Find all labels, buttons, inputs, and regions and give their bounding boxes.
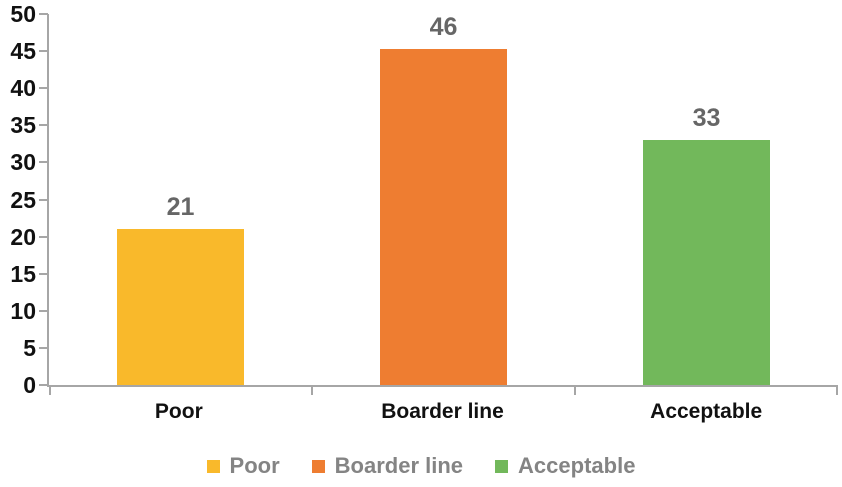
- bar-column-boarder-line: 46: [312, 14, 575, 385]
- y-tick-label: 40: [10, 75, 36, 102]
- legend-item-acceptable: Acceptable: [495, 454, 635, 478]
- y-tick-mark: [39, 235, 48, 238]
- data-label-boarder-line: 46: [429, 13, 458, 41]
- legend-label: Boarder line: [334, 453, 464, 478]
- y-tick-mark: [39, 198, 48, 201]
- x-axis-label-poor: Poor: [154, 400, 203, 423]
- legend-item-boarder-line: Boarder line: [311, 453, 464, 478]
- y-tick-label: 30: [10, 149, 36, 176]
- x-axis-label-boarder-line: Boarder line: [381, 400, 504, 423]
- bar-boarder-line: [380, 49, 507, 385]
- y-tick-mark: [39, 346, 48, 349]
- y-tick-mark: [39, 309, 48, 312]
- x-axis-label-acceptable: Acceptable: [650, 400, 763, 423]
- y-tick-label: 10: [10, 297, 36, 324]
- x-axis-labels: Poor Boarder line Acceptable: [47, 399, 838, 425]
- bars-container: 21 46 33: [49, 14, 838, 385]
- data-label-acceptable: 33: [692, 104, 721, 133]
- y-tick-label: 45: [10, 38, 36, 65]
- y-tick-label: 35: [10, 112, 36, 139]
- y-tick-label: 50: [10, 1, 36, 27]
- y-tick-mark: [39, 13, 48, 15]
- x-tick-mark: [836, 385, 838, 395]
- y-tick-mark: [39, 272, 48, 275]
- legend-item-poor: Poor: [206, 453, 280, 478]
- data-label-poor: 21: [166, 193, 195, 222]
- bar-column-poor: 21: [49, 14, 312, 385]
- x-tick-mark: [310, 385, 313, 395]
- y-tick-mark: [39, 87, 48, 90]
- y-tick-label: 25: [10, 186, 36, 213]
- bar-acceptable: [643, 140, 770, 385]
- legend-swatch-icon: [311, 459, 325, 473]
- legend-label: Poor: [229, 453, 280, 478]
- x-tick-mark: [573, 385, 576, 395]
- legend: Poor Boarder line Acceptable: [0, 451, 842, 481]
- y-tick-label: 5: [23, 334, 36, 361]
- y-tick-label: 15: [10, 260, 36, 287]
- y-tick-mark: [39, 384, 48, 386]
- legend-swatch-icon: [206, 459, 220, 473]
- y-tick-mark: [39, 161, 48, 164]
- y-tick-label: 0: [23, 372, 36, 398]
- legend-swatch-icon: [495, 459, 509, 473]
- y-tick-label: 20: [10, 223, 36, 250]
- y-tick-mark: [39, 124, 48, 127]
- legend-label: Acceptable: [518, 453, 636, 478]
- y-tick-mark: [39, 50, 48, 53]
- bar-poor: [117, 229, 244, 385]
- x-tick-mark: [49, 385, 51, 395]
- bar-column-acceptable: 33: [575, 14, 838, 385]
- plot-area: 0 5 10 15 20 25 30 35 40 45 50 21 46 33: [10, 2, 838, 397]
